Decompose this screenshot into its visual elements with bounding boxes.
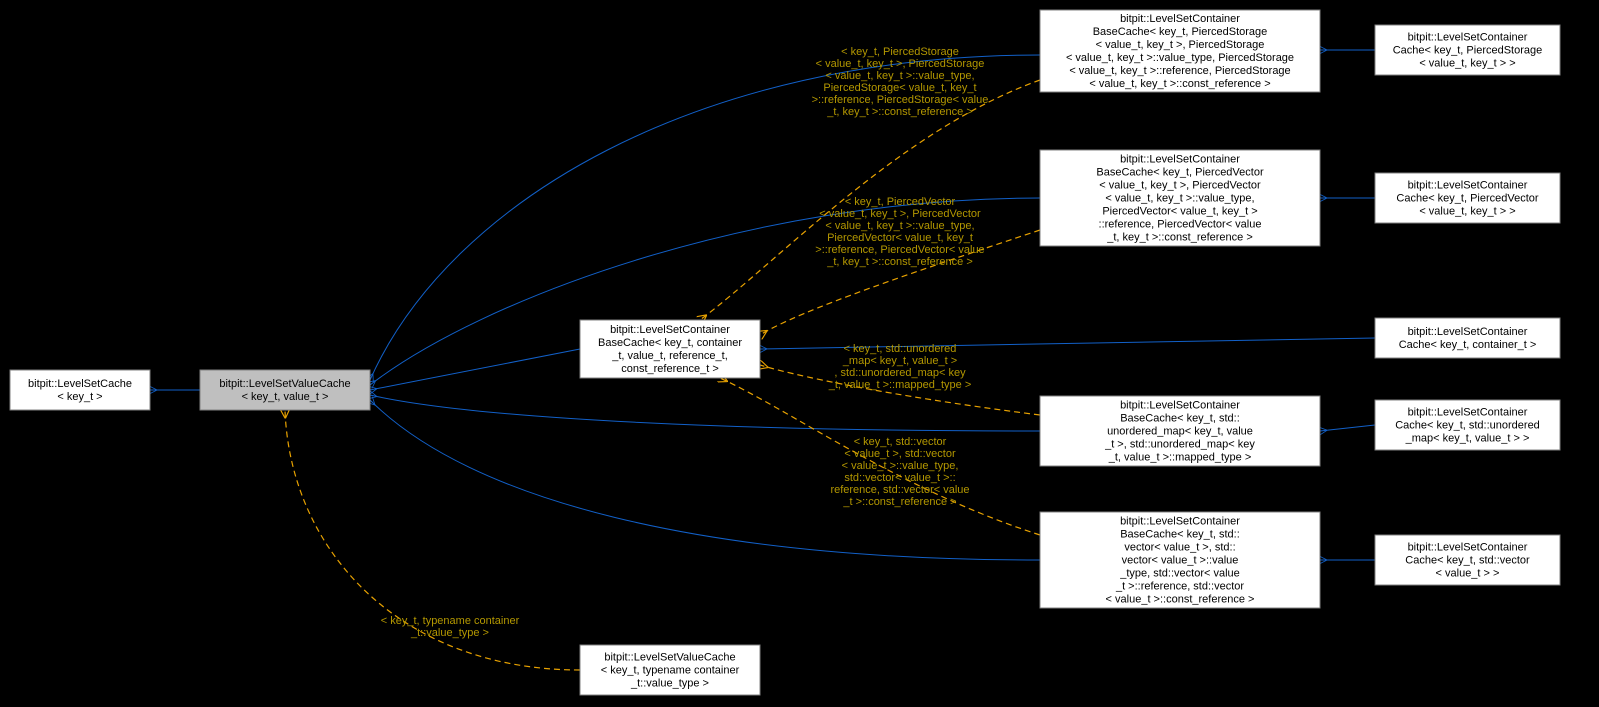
class-node-label: _type, std::vector< value xyxy=(1119,568,1240,580)
edge-label-line: reference, std::vector< value xyxy=(830,484,969,496)
class-node-label: _t, value_t >::mapped_type > xyxy=(1108,452,1252,464)
class-node-label: Cache< key_t, PiercedStorage xyxy=(1393,45,1543,57)
class-node-label: _t, value_t, reference_t, xyxy=(611,350,728,362)
class-node-label: < value_t > > xyxy=(1436,568,1500,580)
class-node[interactable]: bitpit::LevelSetCache< key_t > xyxy=(10,370,150,410)
class-node-label: bitpit::LevelSetContainer xyxy=(1408,32,1528,44)
edge-label-line: < value_t, key_t >, PiercedVector xyxy=(819,208,981,220)
class-node-label: BaseCache< key_t, PiercedStorage xyxy=(1093,26,1268,38)
edge-label-line: < key_t, PiercedVector xyxy=(845,196,956,208)
edge-label: < key_t, std::vector< value_t >, std::ve… xyxy=(830,436,969,508)
edge-label-line: PiercedStorage< value_t, key_t xyxy=(823,82,976,94)
inheritance-diagram: < key_t, PiercedStorage< value_t, key_t … xyxy=(0,0,1599,707)
class-node-label: _t >::reference, std::vector xyxy=(1115,581,1244,593)
class-node[interactable]: bitpit::LevelSetContainerBaseCache< key_… xyxy=(1040,150,1320,246)
edge-label-line: < key_t, std::vector xyxy=(854,436,947,448)
edge-label-line: _t, key_t >::const_reference > xyxy=(826,256,973,268)
class-node-label: bitpit::LevelSetContainer xyxy=(1120,154,1240,166)
class-node[interactable]: bitpit::LevelSetValueCache< key_t, typen… xyxy=(580,645,760,695)
class-node-label: bitpit::LevelSetContainer xyxy=(1120,400,1240,412)
class-node-label: _map< key_t, value_t > > xyxy=(1405,433,1530,445)
class-node[interactable]: bitpit::LevelSetContainerCache< key_t, s… xyxy=(1375,400,1560,450)
class-node[interactable]: bitpit::LevelSetContainerBaseCache< key_… xyxy=(1040,512,1320,608)
edge-label-line: < key_t, typename container xyxy=(381,615,520,627)
edge-label-line: _t, value_t >::mapped_type > xyxy=(828,379,972,391)
class-node-label: < key_t, value_t > xyxy=(242,391,329,403)
class-node[interactable]: bitpit::LevelSetContainerBaseCache< key_… xyxy=(1040,396,1320,466)
class-node-label: Cache< key_t, container_t > xyxy=(1399,339,1537,351)
edge-label-line: < key_t, std::unordered xyxy=(844,343,957,355)
edge-label: < key_t, typename container_t::value_typ… xyxy=(381,615,520,639)
class-node-label: bitpit::LevelSetValueCache xyxy=(604,652,735,664)
class-node-box[interactable] xyxy=(200,370,370,410)
class-node-label: < value_t, key_t >::value_type, PiercedS… xyxy=(1066,52,1294,64)
edge-label: < key_t, PiercedVector< value_t, key_t >… xyxy=(815,196,984,268)
class-node-label: vector< value_t >, std:: xyxy=(1124,542,1235,554)
class-node-label: < value_t, key_t >::value_type, xyxy=(1105,193,1254,205)
class-node-label: bitpit::LevelSetContainer xyxy=(1408,326,1528,338)
class-node[interactable]: bitpit::LevelSetContainerCache< key_t, P… xyxy=(1375,173,1560,223)
edge-label-line: >::reference, PiercedVector< value xyxy=(815,244,984,256)
class-node-label: < value_t, key_t > > xyxy=(1419,206,1515,218)
edge-label-line: < value_t >, std::vector xyxy=(844,448,956,460)
class-node-label: Cache< key_t, std::vector xyxy=(1405,555,1530,567)
edge-label-line: < value_t, key_t >, PiercedStorage xyxy=(816,58,985,70)
class-node-label: bitpit::LevelSetContainer xyxy=(610,324,730,336)
class-node-label: bitpit::LevelSetContainer xyxy=(1120,516,1240,528)
class-node-label: < value_t >::const_reference > xyxy=(1106,594,1255,606)
class-node[interactable]: bitpit::LevelSetContainerCache< key_t, s… xyxy=(1375,535,1560,585)
edge-label-line: < value_t >::value_type, xyxy=(842,460,959,472)
class-node-label: < value_t, key_t >, PiercedVector xyxy=(1099,180,1261,192)
class-node-label: < value_t, key_t >::const_reference > xyxy=(1089,78,1270,90)
class-node[interactable]: bitpit::LevelSetContainerCache< key_t, c… xyxy=(1375,318,1560,358)
class-node-label: PiercedVector< value_t, key_t > xyxy=(1102,206,1257,218)
class-node[interactable]: bitpit::LevelSetContainerBaseCache< key_… xyxy=(1040,10,1320,92)
edge-label-line: _map< key_t, value_t > xyxy=(842,355,957,367)
class-node-label: < key_t, typename container xyxy=(601,665,740,677)
class-node-label: _t >, std::unordered_map< key xyxy=(1104,439,1255,451)
inheritance-edge xyxy=(1320,425,1375,431)
class-node-box[interactable] xyxy=(1375,318,1560,358)
edge-label-line: < key_t, PiercedStorage xyxy=(841,46,959,58)
edge-label-line: _t::value_type > xyxy=(410,627,489,639)
class-node-label: BaseCache< key_t, container xyxy=(598,337,742,349)
class-node-label: bitpit::LevelSetContainer xyxy=(1408,407,1528,419)
class-node-label: bitpit::LevelSetValueCache xyxy=(219,378,350,390)
class-node-label: < key_t > xyxy=(57,391,102,403)
class-node-label: bitpit::LevelSetContainer xyxy=(1408,542,1528,554)
class-node-label: < value_t, key_t >::reference, PiercedSt… xyxy=(1069,65,1290,77)
class-node-label: _t::value_type > xyxy=(630,678,709,690)
class-node[interactable]: bitpit::LevelSetValueCache< key_t, value… xyxy=(200,370,370,410)
edge-label-line: PiercedVector< value_t, key_t xyxy=(827,232,973,244)
class-node-label: bitpit::LevelSetContainer xyxy=(1408,180,1528,192)
edge-label-line: , std::unordered_map< key xyxy=(834,367,966,379)
class-node[interactable]: bitpit::LevelSetContainerBaseCache< key_… xyxy=(580,320,760,378)
edge-label-line: < value_t, key_t >::value_type, xyxy=(825,70,974,82)
class-node-label: ::reference, PiercedVector< value xyxy=(1099,219,1262,231)
class-node-label: unordered_map< key_t, value xyxy=(1107,426,1253,438)
class-node-label: bitpit::LevelSetContainer xyxy=(1120,13,1240,25)
class-node-label: BaseCache< key_t, std:: xyxy=(1120,413,1240,425)
class-node-label: BaseCache< key_t, PiercedVector xyxy=(1096,167,1264,179)
class-node-box[interactable] xyxy=(10,370,150,410)
class-node-label: Cache< key_t, std::unordered xyxy=(1395,420,1540,432)
class-node-label: _t, key_t >::const_reference > xyxy=(1106,232,1253,244)
edge-label-line: _t >::const_reference > xyxy=(842,496,956,508)
class-node-label: const_reference_t > xyxy=(621,363,719,375)
class-node-label: bitpit::LevelSetCache xyxy=(28,378,132,390)
class-node[interactable]: bitpit::LevelSetContainerCache< key_t, P… xyxy=(1375,25,1560,75)
class-node-label: vector< value_t >::value xyxy=(1122,555,1239,567)
class-node-label: < value_t, key_t > > xyxy=(1419,58,1515,70)
edge-label: < key_t, PiercedStorage< value_t, key_t … xyxy=(812,46,989,118)
edge-label-line: std::vector< value_t >:: xyxy=(844,472,955,484)
edge-label-line: < value_t, key_t >::value_type, xyxy=(825,220,974,232)
class-node-label: < value_t, key_t >, PiercedStorage xyxy=(1096,39,1265,51)
edge-label-line: >::reference, PiercedStorage< value xyxy=(812,94,989,106)
class-node-label: Cache< key_t, PiercedVector xyxy=(1396,193,1538,205)
inheritance-edge xyxy=(370,349,580,390)
edge-label: < key_t, std::unordered_map< key_t, valu… xyxy=(828,343,972,391)
edge-label-line: _t, key_t >::const_reference > xyxy=(826,106,973,118)
class-node-label: BaseCache< key_t, std:: xyxy=(1120,529,1240,541)
